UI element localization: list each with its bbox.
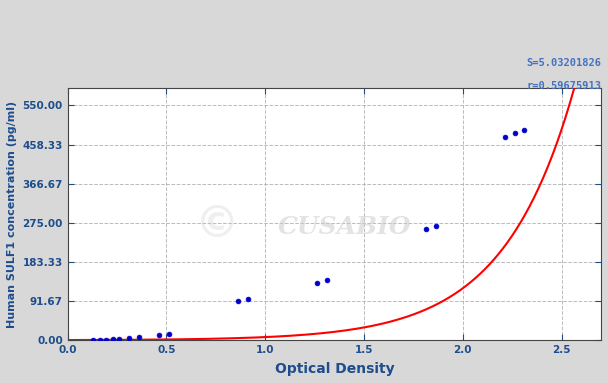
Point xyxy=(520,127,530,133)
X-axis label: Optical Density: Optical Density xyxy=(275,362,394,376)
Point xyxy=(125,335,134,341)
Point xyxy=(510,130,519,136)
Point xyxy=(312,280,322,286)
Point xyxy=(108,336,117,342)
Y-axis label: Human SULF1 concentration (pg/ml): Human SULF1 concentration (pg/ml) xyxy=(7,101,17,328)
Point xyxy=(421,226,430,232)
Text: S=5.03201826: S=5.03201826 xyxy=(526,58,601,68)
Point xyxy=(233,298,243,304)
Point xyxy=(154,332,164,338)
Point xyxy=(243,296,253,302)
Point xyxy=(115,336,125,342)
Text: r=0.59675913: r=0.59675913 xyxy=(526,81,601,91)
Point xyxy=(164,331,174,337)
Point xyxy=(322,277,332,283)
Text: CUSABIO: CUSABIO xyxy=(278,215,412,239)
Point xyxy=(134,334,144,340)
Point xyxy=(430,223,440,229)
Point xyxy=(102,337,111,343)
Text: ©: © xyxy=(195,203,240,246)
Point xyxy=(95,337,105,343)
Point xyxy=(500,134,510,141)
Point xyxy=(88,337,98,343)
